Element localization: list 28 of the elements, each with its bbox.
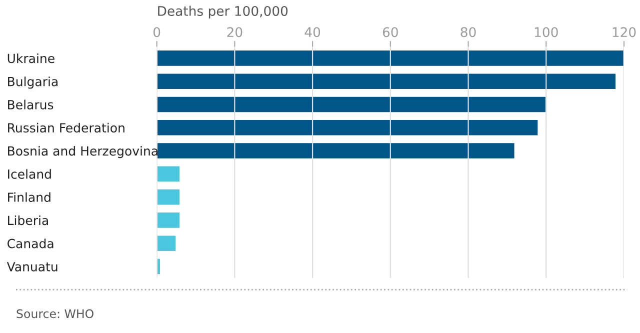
x-tick-label: 0	[153, 27, 160, 38]
bar	[156, 234, 177, 252]
y-tick-label: Finland	[8, 192, 50, 202]
y-tick-label: Iceland	[8, 169, 51, 179]
bar	[156, 118, 540, 137]
y-tick-label: Belarus	[8, 100, 54, 110]
x-axis-title: Deaths per 100,000	[158, 6, 288, 19]
y-tick-label: Canada	[8, 238, 54, 248]
bar	[156, 72, 617, 90]
y-tick-label: Bulgaria	[8, 76, 58, 89]
bar	[156, 49, 624, 68]
x-tick-label: 20	[227, 27, 242, 38]
y-tick-label: Russian Federation	[8, 122, 124, 133]
bar	[156, 95, 547, 114]
x-tick-label: 80	[460, 27, 476, 38]
source-note: Source: WHO	[16, 309, 94, 318]
y-tick-label: Ukraine	[8, 53, 54, 64]
x-tick-label: 60	[382, 27, 398, 38]
y-tick-label: Vanuatu	[6, 262, 58, 272]
bar	[156, 164, 181, 183]
bar	[156, 188, 181, 206]
bar	[156, 142, 516, 160]
y-tick-label: Liberia	[8, 215, 48, 226]
x-tick-label: 40	[304, 27, 320, 38]
y-tick-label: Bosnia and Herzegovina	[8, 146, 158, 158]
x-tick-label: 100	[534, 27, 558, 38]
x-tick-label: 120	[612, 27, 636, 38]
bar	[156, 211, 181, 230]
